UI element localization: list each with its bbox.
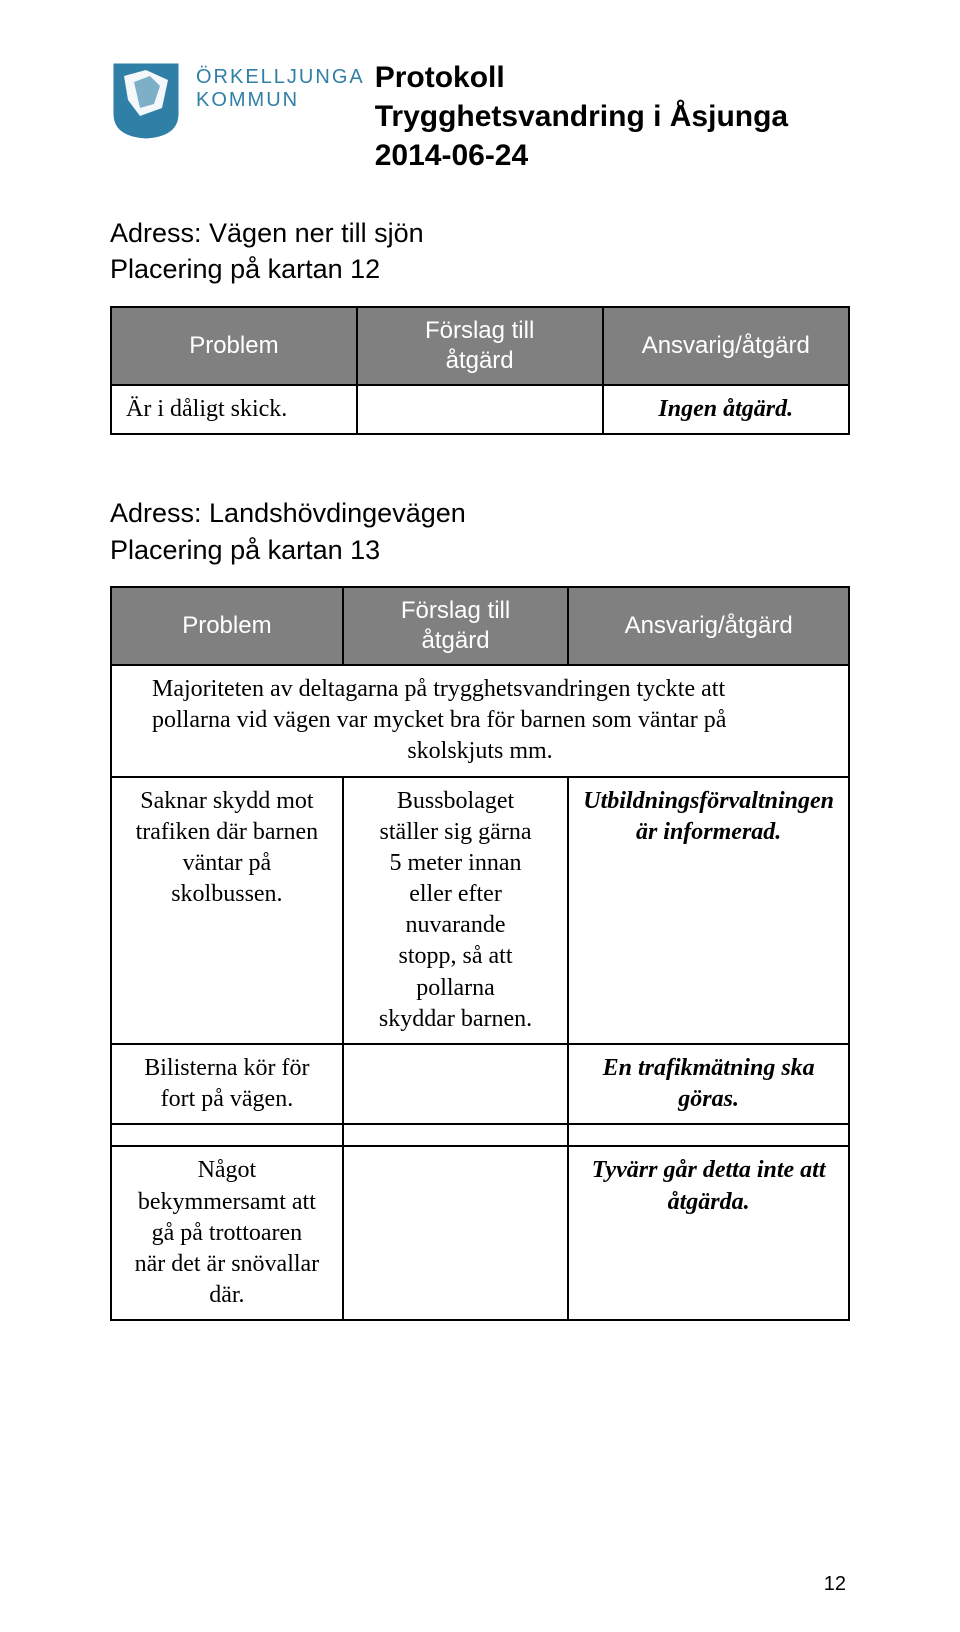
r3-p-l5: där. xyxy=(209,1282,244,1308)
header-problem-text: Problem xyxy=(189,332,278,359)
logo-line-1: ÖRKELLJUNGA xyxy=(196,66,365,89)
spacer-cell xyxy=(568,1124,849,1146)
cell-ansvarig: Tyvärr går detta inte att åtgärda. xyxy=(568,1146,849,1320)
r3-an-l2: åtgärda. xyxy=(668,1189,750,1215)
r1-a-l7: pollarna xyxy=(416,975,495,1001)
table-row: Bilisterna kör för fort på vägen. En tra… xyxy=(111,1044,849,1124)
r2-p-l1: Bilisterna kör för xyxy=(144,1055,309,1081)
r1-a-l5: nuvarande xyxy=(406,912,506,938)
header-forslag-l1: Förslag till xyxy=(425,317,534,344)
merged-note-l1: Majoriteten av deltagarna på trygghetsva… xyxy=(152,676,725,702)
r2-an-l1: En trafikmätning ska xyxy=(603,1055,815,1081)
r1-p-l3: väntar på xyxy=(183,850,272,876)
logo-line-2: KOMMUN xyxy=(196,89,365,112)
cell-problem-text: Är i dåligt skick. xyxy=(126,396,287,422)
r1-a-l3: 5 meter innan xyxy=(390,850,522,876)
title-line-2: Trygghetsvandring i Åsjunga xyxy=(375,97,788,136)
header-forslag-l2: åtgärd xyxy=(421,627,489,654)
r1-a-l6: stopp, så att xyxy=(399,943,513,969)
table-merged-note-row: Majoriteten av deltagarna på trygghetsva… xyxy=(111,665,849,777)
cell-ansvarig: En trafikmätning ska göras. xyxy=(568,1044,849,1124)
header-ansvarig-text: Ansvarig/åtgärd xyxy=(625,612,793,639)
r1-a-l2: ställer sig gärna xyxy=(380,819,532,845)
spacer-cell xyxy=(343,1124,568,1146)
r1-a-l8: skyddar barnen. xyxy=(379,1006,532,1032)
header-problem-text: Problem xyxy=(182,612,271,639)
r1-p-l4: skolbussen. xyxy=(171,881,282,907)
cell-atgard: Bussbolaget ställer sig gärna 5 meter in… xyxy=(343,777,568,1045)
r3-p-l1: Något xyxy=(198,1157,257,1183)
title-line-3: 2014-06-24 xyxy=(375,136,788,175)
header-forslag: Förslag till åtgärd xyxy=(343,587,568,665)
merged-note-l3: skolskjuts mm. xyxy=(407,738,552,764)
r3-p-l4: när det är snövallar xyxy=(135,1251,320,1277)
page-root: ÖRKELLJUNGA KOMMUN Protokoll Trygghetsva… xyxy=(0,0,960,1632)
cell-ansvarig: Utbildningsförvaltningen är informerad. xyxy=(568,777,849,1045)
section-1-heading-l2: Placering på kartan 12 xyxy=(110,254,380,284)
section-2-heading-l2: Placering på kartan 13 xyxy=(110,535,380,565)
section-2-table: Problem Förslag till åtgärd Ansvarig/åtg… xyxy=(110,586,850,1321)
table-spacer-row xyxy=(111,1124,849,1146)
r3-an-l1: Tyvärr går detta inte att xyxy=(592,1157,826,1183)
table-row: Något bekymmersamt att gå på trottoaren … xyxy=(111,1146,849,1320)
header-forslag: Förslag till åtgärd xyxy=(357,307,603,385)
header-ansvarig: Ansvarig/åtgärd xyxy=(568,587,849,665)
section-1-table: Problem Förslag till åtgärd Ansvarig/åtg… xyxy=(110,306,850,435)
table-row: Är i dåligt skick. Ingen åtgärd. xyxy=(111,385,849,434)
r2-p-l2: fort på vägen. xyxy=(161,1086,294,1112)
header-forslag-l2: åtgärd xyxy=(446,347,514,374)
cell-problem: Något bekymmersamt att gå på trottoaren … xyxy=(111,1146,343,1320)
spacer-cell xyxy=(111,1124,343,1146)
header-ansvarig-text: Ansvarig/åtgärd xyxy=(642,332,810,359)
r1-p-l1: Saknar skydd mot xyxy=(140,788,313,814)
cell-problem: Bilisterna kör för fort på vägen. xyxy=(111,1044,343,1124)
r1-a-l1: Bussbolaget xyxy=(397,788,514,814)
section-1-heading-l1: Adress: Vägen ner till sjön xyxy=(110,218,424,248)
header-problem: Problem xyxy=(111,587,343,665)
section-1: Adress: Vägen ner till sjön Placering på… xyxy=(110,215,850,435)
merged-note-l2: pollarna vid vägen var mycket bra för ba… xyxy=(152,707,726,733)
section-1-heading: Adress: Vägen ner till sjön Placering på… xyxy=(110,215,850,288)
cell-ansvarig-text: Ingen åtgärd. xyxy=(658,396,793,422)
r1-an-l1: Utbildningsförvaltningen xyxy=(583,788,834,814)
page-number: 12 xyxy=(824,1573,846,1596)
cell-atgard xyxy=(343,1146,568,1320)
page-header: ÖRKELLJUNGA KOMMUN Protokoll Trygghetsva… xyxy=(110,60,850,175)
table-header-row: Problem Förslag till åtgärd Ansvarig/åtg… xyxy=(111,307,849,385)
cell-problem: Är i dåligt skick. xyxy=(111,385,357,434)
r1-p-l2: trafiken där barnen xyxy=(136,819,319,845)
header-forslag-l1: Förslag till xyxy=(401,597,510,624)
header-ansvarig: Ansvarig/åtgärd xyxy=(603,307,850,385)
cell-atgard xyxy=(357,385,603,434)
municipality-name: ÖRKELLJUNGA KOMMUN xyxy=(196,66,365,112)
r3-p-l3: gå på trottoaren xyxy=(152,1220,303,1246)
cell-atgard xyxy=(343,1044,568,1124)
r3-p-l2: bekymmersamt att xyxy=(138,1189,316,1215)
merged-note-cell: Majoriteten av deltagarna på trygghetsva… xyxy=(111,665,849,777)
section-2: Adress: Landshövdingevägen Placering på … xyxy=(110,495,850,1321)
header-problem: Problem xyxy=(111,307,357,385)
table-row: Saknar skydd mot trafiken där barnen vän… xyxy=(111,777,849,1045)
section-2-heading: Adress: Landshövdingevägen Placering på … xyxy=(110,495,850,568)
cell-problem: Saknar skydd mot trafiken där barnen vän… xyxy=(111,777,343,1045)
r1-a-l4: eller efter xyxy=(409,881,502,907)
cell-ansvarig: Ingen åtgärd. xyxy=(603,385,850,434)
title-line-1: Protokoll xyxy=(375,58,788,97)
section-2-heading-l1: Adress: Landshövdingevägen xyxy=(110,498,466,528)
r1-an-l2: är informerad. xyxy=(636,819,781,845)
municipality-shield-icon xyxy=(110,60,182,140)
table-header-row: Problem Förslag till åtgärd Ansvarig/åtg… xyxy=(111,587,849,665)
r2-an-l2: göras. xyxy=(678,1086,739,1112)
document-title: Protokoll Trygghetsvandring i Åsjunga 20… xyxy=(375,58,788,175)
